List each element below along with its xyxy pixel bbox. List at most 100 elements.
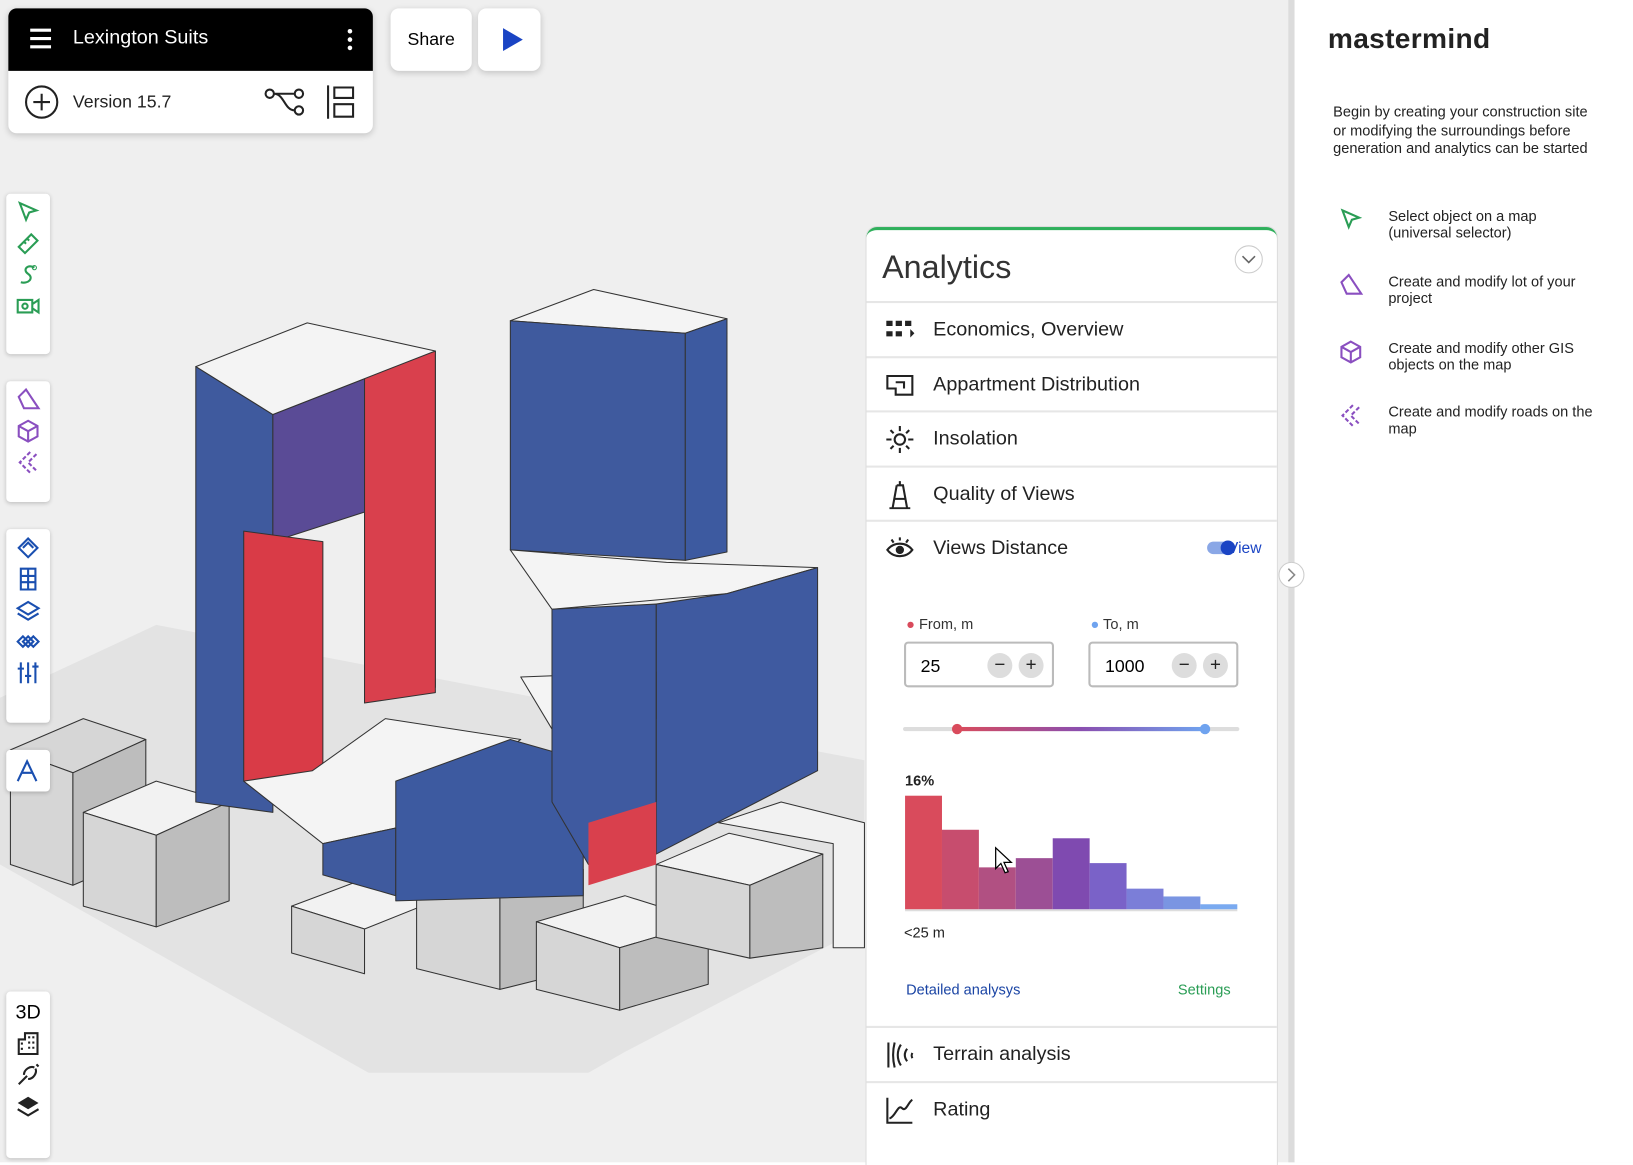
increment-button[interactable]: + [1018, 653, 1044, 679]
lot-icon [1340, 273, 1364, 295]
view-mode-button[interactable]: 3D [15, 1001, 41, 1024]
bar [978, 867, 1016, 910]
play-icon [503, 28, 523, 52]
to-input[interactable]: 1000 − + [1088, 641, 1239, 688]
section-title: Terrain analysis [933, 1043, 1071, 1066]
road-icon [1341, 404, 1360, 427]
toolbar-blue [6, 529, 50, 723]
measure-button[interactable] [16, 1062, 41, 1087]
collapse-button[interactable] [1233, 244, 1264, 275]
cursor [995, 846, 1013, 874]
decrement-button[interactable]: − [1171, 653, 1197, 679]
lot-tool[interactable] [16, 387, 41, 412]
add-version-button[interactable] [24, 84, 59, 119]
layers-button[interactable] [16, 1094, 41, 1119]
section-row[interactable]: Insolation [866, 410, 1277, 466]
road-tool[interactable] [16, 450, 41, 475]
project-card: Lexington Suits Version 15.7 [8, 8, 373, 134]
menu-button[interactable] [29, 27, 52, 50]
play-button[interactable] [478, 8, 541, 71]
select-tool[interactable] [16, 200, 41, 225]
select-icon [1340, 208, 1363, 230]
bar [1163, 896, 1201, 910]
section-title: Views Distance [933, 537, 1069, 560]
history-button[interactable] [326, 83, 357, 120]
section-row[interactable]: Terrain analysis [866, 1025, 1277, 1082]
help-intro: Begin by creating your construction site… [1333, 103, 1588, 157]
from-value: 25 [920, 656, 941, 676]
toolbar-purple [6, 381, 50, 503]
to-label: ● To, m [1090, 615, 1139, 633]
floor-tool[interactable] [16, 567, 41, 592]
help-item: Create and modify roads on the map [1338, 403, 1598, 436]
to-value: 1000 [1105, 656, 1145, 676]
decrement-button[interactable]: − [987, 653, 1013, 679]
section-title: Appartment Distribution [933, 373, 1140, 396]
project-title: Lexington Suits [72, 27, 209, 49]
section-row[interactable]: Economics, Overview [866, 300, 1277, 357]
value-label: 16% [905, 773, 934, 789]
economics-icon [886, 320, 915, 338]
ruler-tool[interactable] [16, 231, 41, 256]
section-row[interactable]: Quality of Views [866, 465, 1277, 522]
help-text: Select object on a map (universal select… [1388, 207, 1537, 241]
from-label-text: From, m [918, 615, 974, 633]
layers-tool[interactable] [15, 598, 41, 623]
x-label: <25 m [904, 925, 945, 941]
bar [941, 829, 979, 910]
help-item: Select object on a map (universal select… [1338, 207, 1598, 241]
path-tool[interactable] [16, 262, 41, 287]
scene-3d [0, 289, 865, 1073]
version-label: Version 15.7 [72, 91, 172, 112]
section-row[interactable]: Rating [866, 1081, 1277, 1137]
bar [1089, 863, 1127, 910]
distribution-icon [886, 374, 914, 396]
histogram: 16% <25 m [904, 773, 1238, 941]
to-label-text: To, m [1103, 615, 1139, 633]
share-button[interactable]: Share [390, 8, 472, 71]
bar [1126, 888, 1164, 910]
bar [1200, 904, 1238, 910]
eye-icon [886, 537, 914, 558]
from-input[interactable]: 25 − + [904, 641, 1054, 688]
analytics-panel: Analytics Economics, Overview Appartment… [866, 227, 1277, 1165]
range-slider[interactable] [902, 721, 1242, 738]
help-item: Create and modify lot of your project [1338, 273, 1598, 306]
increment-button[interactable]: + [1202, 653, 1228, 679]
from-label: ● From, m [906, 615, 974, 633]
brand-logo: mastermind [1327, 22, 1491, 55]
help-panel [1294, 0, 1633, 1163]
section-title: Insolation [933, 428, 1018, 450]
detailed-analysis-link[interactable]: Detailed analysys [906, 981, 1021, 998]
settings-tool[interactable] [16, 660, 41, 685]
pattern-tool[interactable] [16, 629, 41, 654]
gis-tool[interactable] [16, 419, 41, 444]
block-tool[interactable] [16, 535, 41, 560]
bar [905, 795, 942, 910]
view-toggle[interactable] [1206, 539, 1237, 556]
insolation-icon [886, 425, 914, 454]
section-title: Rating [933, 1098, 991, 1121]
branch-button[interactable] [263, 85, 307, 118]
panel-toggle[interactable] [1277, 560, 1306, 589]
annotate-tool[interactable] [16, 758, 41, 783]
section-title: Economics, Overview [933, 318, 1124, 341]
bar [1015, 858, 1053, 910]
section-title: Quality of Views [933, 483, 1075, 506]
section-row[interactable]: Appartment Distribution [866, 356, 1277, 412]
analytics-title: Analytics [882, 248, 1012, 286]
camera-tool[interactable] [16, 294, 41, 319]
project-bar: Lexington Suits [8, 8, 373, 71]
buildings-button[interactable] [16, 1031, 41, 1056]
terrain-icon [887, 1042, 914, 1068]
rating-icon [886, 1097, 913, 1124]
toolbar-annotate [6, 749, 50, 792]
more-button[interactable] [345, 27, 355, 52]
help-item: Create and modify other GIS objects on t… [1338, 340, 1598, 373]
section-row[interactable]: Views Distance View [866, 519, 1277, 576]
settings-link[interactable]: Settings [1177, 981, 1231, 998]
gis-icon [1340, 340, 1362, 364]
toolbar-view: 3D [6, 991, 50, 1159]
view-toggle-label: View [1227, 539, 1262, 558]
